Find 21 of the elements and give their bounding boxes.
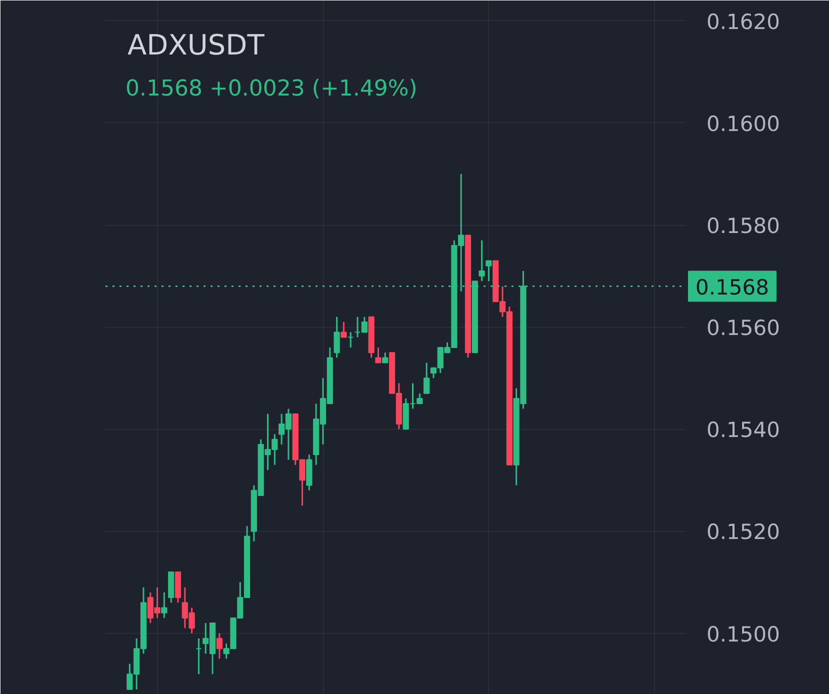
candlestick <box>196 638 202 675</box>
candlestick <box>424 362 430 394</box>
y-tick-label: 0.1620 <box>706 10 780 34</box>
y-tick-label: 0.1500 <box>706 622 780 646</box>
candlestick <box>478 240 485 282</box>
y-tick-label: 0.1540 <box>706 418 780 442</box>
candlestick <box>334 316 340 358</box>
candlestick <box>348 331 354 348</box>
candlestick <box>340 321 347 338</box>
y-tick-label: 0.1580 <box>706 214 780 238</box>
candlestick <box>486 260 492 282</box>
candlestick <box>161 592 168 619</box>
y-tick-label: 0.1520 <box>706 520 780 544</box>
text: 0.1568 +0.0023 (+1.49%) <box>126 76 418 102</box>
candlestick <box>382 352 388 364</box>
candlestick <box>375 346 382 364</box>
ref-line-label: 0.1568 <box>696 275 769 300</box>
text: ADXUSDT <box>128 28 266 62</box>
y-tick-label: 0.1560 <box>706 316 780 340</box>
candlestick <box>216 632 222 660</box>
y-tick-label: 0.1600 <box>706 112 780 136</box>
